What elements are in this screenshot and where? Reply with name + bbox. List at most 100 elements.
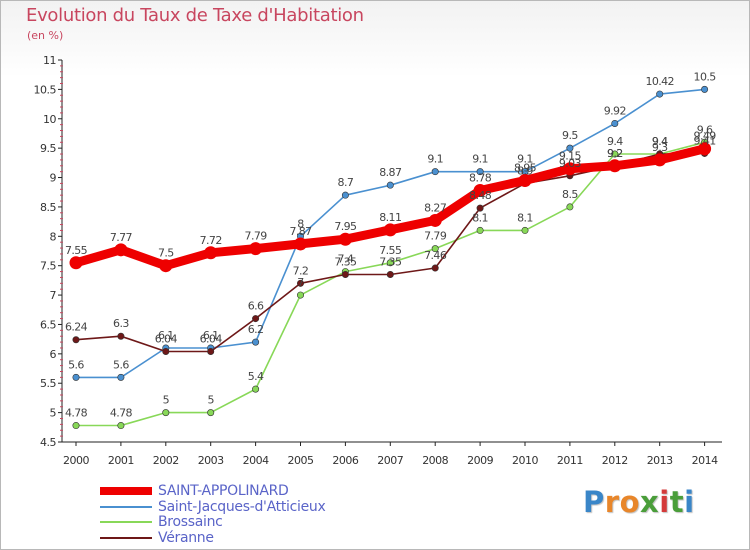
data-label: 5.6 xyxy=(68,358,84,371)
data-point xyxy=(204,246,218,260)
data-point xyxy=(611,119,619,127)
data-point xyxy=(252,385,260,393)
data-label: 9.1 xyxy=(472,153,488,166)
data-label: 7.35 xyxy=(379,256,402,269)
x-tick-label: 2008 xyxy=(422,454,448,467)
data-label: 9.4 xyxy=(652,135,668,148)
data-point xyxy=(521,226,529,234)
data-label: 6.04 xyxy=(155,332,178,345)
data-point xyxy=(386,259,394,267)
data-point xyxy=(518,173,532,187)
data-point xyxy=(476,226,484,234)
data-point xyxy=(72,336,80,344)
data-point xyxy=(653,153,667,167)
data-label: 7.87 xyxy=(289,225,312,238)
y-tick-label: 5 xyxy=(50,407,57,420)
y-tick-label: 9 xyxy=(50,172,57,185)
data-label: 6.04 xyxy=(200,332,223,345)
data-label: 4.78 xyxy=(65,407,88,420)
legend-label: SAINT-APPOLINARD xyxy=(158,483,289,499)
data-point xyxy=(341,191,349,199)
x-tick-label: 2000 xyxy=(63,454,89,467)
x-tick-label: 2005 xyxy=(288,454,314,467)
data-point xyxy=(117,373,125,381)
data-point xyxy=(162,347,170,355)
y-tick-label: 6 xyxy=(50,348,57,361)
y-tick-label: 6.5 xyxy=(40,318,56,331)
x-tick-label: 2001 xyxy=(108,454,134,467)
data-point xyxy=(207,409,215,417)
data-label: 8.87 xyxy=(379,166,402,179)
x-tick-label: 2004 xyxy=(243,454,269,467)
x-tick-label: 2007 xyxy=(377,454,403,467)
logo-letter: t xyxy=(669,485,685,519)
data-label: 7.55 xyxy=(65,244,88,257)
data-label: 5.6 xyxy=(113,358,129,371)
data-label: 9.6 xyxy=(697,123,713,136)
data-label: 8.11 xyxy=(379,211,401,224)
data-label: 9.2 xyxy=(607,147,623,160)
data-label: 7.79 xyxy=(245,230,268,243)
data-label: 7.4 xyxy=(338,253,354,266)
logo-letter: o xyxy=(619,485,641,519)
data-point xyxy=(294,237,307,251)
legend-swatch xyxy=(100,505,152,508)
data-label: 10.5 xyxy=(694,70,717,83)
data-label: 6.6 xyxy=(248,300,264,313)
data-point xyxy=(698,142,712,156)
data-point xyxy=(611,150,619,158)
data-label: 5 xyxy=(207,394,214,407)
data-label: 9.49 xyxy=(694,130,717,143)
legend-item: SAINT-APPOLINARD xyxy=(100,484,325,500)
data-label: 8.5 xyxy=(562,188,578,201)
legend-swatch xyxy=(100,521,152,523)
legend-item: Brossainc xyxy=(100,515,325,531)
data-point xyxy=(72,422,80,430)
y-tick-label: 9.5 xyxy=(40,142,56,155)
proxiti-logo: Proxiti xyxy=(583,485,695,519)
data-point xyxy=(431,264,439,272)
data-label: 9.15 xyxy=(559,150,582,163)
data-point xyxy=(252,315,260,323)
data-label: 7.2 xyxy=(293,264,309,277)
y-tick-label: 10.5 xyxy=(34,83,57,96)
x-tick-label: 2014 xyxy=(692,454,718,467)
data-label: 9.1 xyxy=(517,153,533,166)
data-label-layer: 5.6 5.6 6.1 6.1 6.2 8 8.7 8.87 9.1 9.1 9.1 9.5 9.92 1… xyxy=(65,70,717,420)
data-label: 8 xyxy=(297,217,304,230)
chart-subtitle: (en %) xyxy=(27,29,64,42)
data-label: 8.1 xyxy=(472,211,488,224)
data-label: 7 xyxy=(297,276,304,289)
legend-label: Véranne xyxy=(158,529,214,546)
data-label: 9.5 xyxy=(562,129,578,142)
data-label: 9.2 xyxy=(607,147,623,160)
data-label: 6.1 xyxy=(203,329,219,342)
data-point xyxy=(656,90,664,98)
data-label: 9.03 xyxy=(559,157,582,170)
y-tick-label: 8 xyxy=(50,230,57,243)
data-point xyxy=(207,347,215,355)
data-point xyxy=(476,168,484,176)
data-label: 8.1 xyxy=(517,211,533,224)
x-tick-label: 2002 xyxy=(153,454,179,467)
data-label: 6.1 xyxy=(158,329,174,342)
data-point xyxy=(563,162,577,176)
legend-item: Saint-Jacques-d'Atticieux xyxy=(100,498,326,516)
legend-label: Saint-Jacques-d'Atticieux xyxy=(158,498,326,515)
data-point xyxy=(608,159,622,173)
y-tick-label: 11 xyxy=(43,54,56,67)
data-label: 7.35 xyxy=(334,256,357,269)
data-label: 8.9 xyxy=(517,164,533,177)
series-0 xyxy=(69,142,712,273)
data-point xyxy=(476,204,484,212)
data-point xyxy=(473,183,487,197)
y-tick-label: 7.5 xyxy=(40,260,56,273)
data-point xyxy=(338,232,352,246)
data-label: 9.4 xyxy=(652,135,668,148)
data-point xyxy=(159,259,173,273)
data-point xyxy=(162,409,170,417)
data-label: 7.79 xyxy=(424,230,447,243)
data-point xyxy=(428,213,442,227)
data-label: 5 xyxy=(163,394,170,407)
data-label: 7.95 xyxy=(334,220,357,233)
